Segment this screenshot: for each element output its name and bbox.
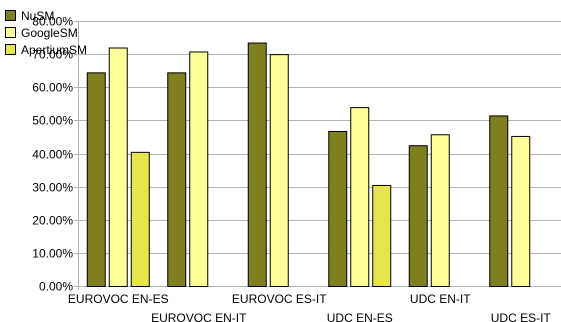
bar-apertiumsm: [130, 151, 150, 287]
bar-googlesm: [108, 47, 128, 287]
y-tick-label: 50.00%: [32, 114, 73, 128]
x-tick-label: UDC EN-ES: [327, 311, 393, 322]
bar-nusm: [328, 130, 348, 287]
y-tick-label: 10.00%: [32, 247, 73, 261]
y-tick-label: 30.00%: [32, 181, 73, 195]
y-axis: 0.00% 10.00% 20.00% 30.00% 40.00% 50.00% 60.00…: [32, 15, 79, 294]
bar-nusm: [86, 72, 106, 287]
legend-swatch: [5, 10, 16, 21]
gridlines: [78, 21, 561, 287]
bar-googlesm: [350, 107, 370, 287]
y-tick-label: 0.00%: [39, 280, 73, 294]
x-tick-label: EUROVOC ES-IT: [232, 292, 327, 306]
y-tick-label: 60.00%: [32, 81, 73, 95]
x-tick-label: UDC ES-IT: [491, 311, 552, 322]
y-tick-label: 70.00%: [32, 48, 73, 62]
legend-swatch: [5, 44, 16, 55]
bar-googlesm: [189, 51, 209, 287]
legend-label: GoogleSM: [21, 26, 78, 40]
x-tick-label: EUROVOC EN-ES: [68, 292, 169, 306]
legend-swatch: [5, 27, 16, 38]
bar-nusm: [489, 115, 509, 287]
bar-nusm: [167, 72, 187, 287]
x-tick-label: EUROVOC EN-IT: [151, 311, 247, 322]
bar-googlesm: [430, 134, 450, 287]
legend: NuSM GoogleSM ApertiumSM: [5, 9, 87, 57]
y-tick-label: 40.00%: [32, 148, 73, 162]
y-tick-label: 80.00%: [32, 15, 73, 29]
legend-label: ApertiumSM: [21, 43, 87, 57]
bar-nusm: [408, 145, 428, 287]
bar-apertiumsm: [372, 184, 392, 287]
bars: [86, 42, 531, 287]
legend-label: NuSM: [21, 9, 54, 23]
y-tick-label: 20.00%: [32, 214, 73, 228]
bar-googlesm: [511, 135, 531, 287]
bar-nusm: [247, 42, 267, 287]
x-tick-label: UDC EN-IT: [410, 292, 471, 306]
bar-googlesm: [269, 54, 289, 287]
